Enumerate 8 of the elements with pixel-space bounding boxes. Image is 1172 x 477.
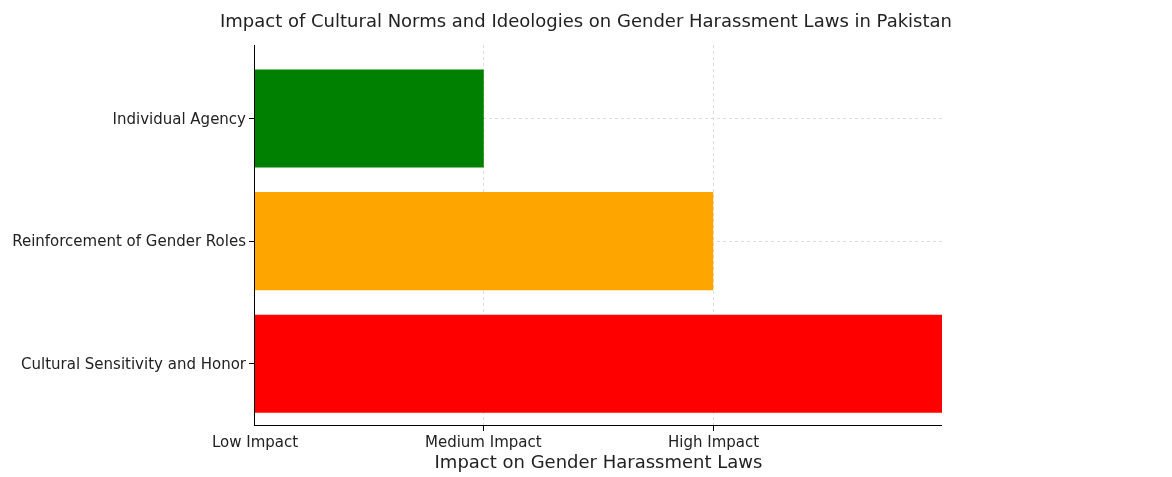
y-tick-label: Reinforcement of Gender Roles (12, 232, 247, 251)
chart-title: Impact of Cultural Norms and Ideologies on Gender Harassment Laws in Pakistan (220, 9, 952, 31)
annotation: Medium Impact (425, 433, 542, 451)
x-axis-title: Impact on Gender Harassment Laws (434, 451, 763, 473)
y-tick-label: Individual Agency (112, 109, 247, 128)
y-tick-label: Cultural Sensitivity and Honor (21, 354, 247, 373)
annotation: High Impact (668, 433, 760, 451)
text: Low Impact (212, 433, 299, 451)
